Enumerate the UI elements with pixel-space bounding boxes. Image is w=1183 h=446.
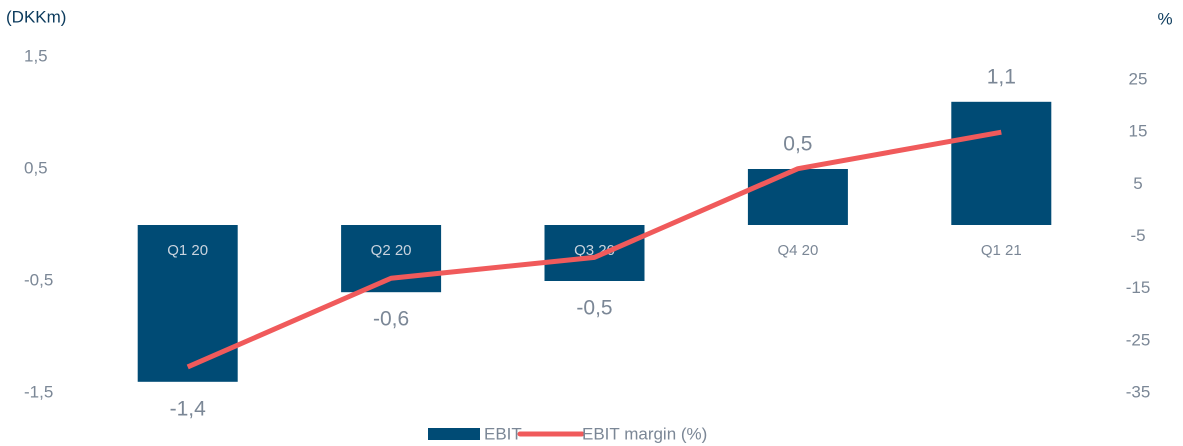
x-tick-label: Q1 21 xyxy=(981,242,1022,259)
y2-tick-label: -15 xyxy=(1126,278,1151,297)
data-label: 1,1 xyxy=(987,65,1016,88)
legend-swatch xyxy=(428,428,480,440)
bar xyxy=(137,225,238,382)
x-tick-label: Q4 20 xyxy=(777,242,818,259)
bar xyxy=(951,101,1052,225)
x-tick-label: Q1 20 xyxy=(167,242,208,259)
legend-label: EBIT margin (%) xyxy=(582,424,707,443)
data-label: -0,6 xyxy=(373,308,409,331)
data-label: -1,4 xyxy=(170,397,207,420)
y2-tick-label: -25 xyxy=(1126,330,1151,349)
data-label: 0,5 xyxy=(783,133,812,156)
y2-tick-label: -5 xyxy=(1130,226,1145,245)
y-tick-label: 0,5 xyxy=(24,158,48,177)
y2-tick-label: 5 xyxy=(1133,174,1142,193)
y2-axis-label: % xyxy=(1157,9,1172,28)
line xyxy=(186,129,1002,370)
data-label: -0,5 xyxy=(576,297,612,320)
bar xyxy=(747,169,848,225)
y-tick-label: 1,5 xyxy=(24,46,48,65)
y2-tick-label: 25 xyxy=(1129,69,1148,88)
y2-tick-label: 15 xyxy=(1129,122,1148,141)
y2-tick-label: -35 xyxy=(1126,382,1151,401)
bar xyxy=(341,225,442,293)
legend-label: EBIT xyxy=(484,424,522,443)
bar xyxy=(544,225,645,281)
y-tick-label: -0,5 xyxy=(24,270,53,289)
y-axis-label: (DKKm) xyxy=(6,7,66,26)
y-tick-label: -1,5 xyxy=(24,382,53,401)
x-tick-label: Q2 20 xyxy=(371,242,412,259)
